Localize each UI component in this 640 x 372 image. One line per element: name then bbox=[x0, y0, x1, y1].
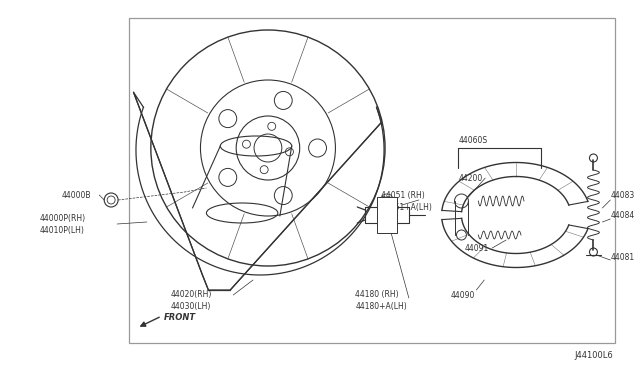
Text: 44091: 44091 bbox=[465, 244, 489, 253]
Text: 44180+A(LH): 44180+A(LH) bbox=[355, 302, 407, 311]
Text: 44010P(LH): 44010P(LH) bbox=[40, 225, 84, 234]
Text: 44020(RH): 44020(RH) bbox=[171, 291, 212, 299]
Text: 44000B: 44000B bbox=[61, 190, 91, 199]
Text: 44060S: 44060S bbox=[458, 135, 488, 144]
Text: 44090: 44090 bbox=[451, 291, 475, 299]
Text: 44081: 44081 bbox=[611, 253, 634, 263]
Text: FRONT: FRONT bbox=[164, 314, 196, 323]
Text: 44180 (RH): 44180 (RH) bbox=[355, 291, 399, 299]
Text: J44100L6: J44100L6 bbox=[575, 352, 613, 360]
Bar bbox=[377, 197, 397, 233]
Text: 44051+A(LH): 44051+A(LH) bbox=[381, 202, 433, 212]
Text: 44030(LH): 44030(LH) bbox=[171, 302, 211, 311]
Text: 44051 (RH): 44051 (RH) bbox=[381, 190, 425, 199]
Text: 44200: 44200 bbox=[458, 173, 483, 183]
Text: 44084: 44084 bbox=[611, 211, 635, 219]
Text: 44000P(RH): 44000P(RH) bbox=[40, 214, 86, 222]
Bar bbox=[129, 18, 615, 343]
Text: 44083: 44083 bbox=[611, 190, 635, 199]
